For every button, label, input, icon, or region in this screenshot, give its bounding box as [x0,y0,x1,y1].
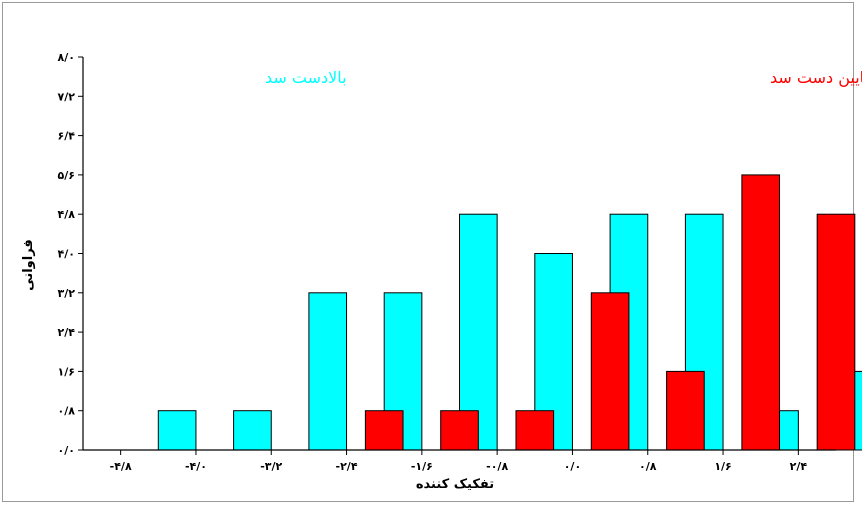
x-tick-label-0: -۴/۸ [110,460,132,473]
downstream-bar-3 [590,292,630,451]
downstream-bar-6 [816,213,856,451]
x-tick-label-6: ۰/۰ [564,460,581,473]
y-tick-label-2: ۱/۶ [58,365,75,378]
y-ticks-layer: ۰/۰ ۰/۸ ۱/۶ ۲/۴ ۳/۲ ۴/۰ ۴/۸ ۵/۶ ۶/۴ ۷/۲ ۸/۰ [58,51,83,457]
x-tick-label-3: -۲/۴ [336,460,358,473]
y-tick-label-5: ۴/۰ [58,248,75,261]
upstream-bar-1 [233,410,272,451]
legend-label-upstream: بالادست سد [265,68,347,87]
downstream-bar-2 [515,410,555,451]
upstream-bar-0 [157,410,197,451]
y-tick-label-3: ۲/۴ [58,326,76,339]
downstream-bar-4 [666,370,705,451]
y-tick-label-8: ۶/۴ [58,130,76,143]
x-tick-label-2: -۳/۲ [260,460,282,473]
y-tick-label-7: ۵/۶ [58,169,75,182]
y-tick-label-4: ۳/۲ [58,287,76,300]
x-ticks-layer: -۴/۸ -۴/۰ -۳/۲ -۲/۴ -۱/۶ -۰/۸ ۰/۰ ۰/۸ ۱/۶ ۲/۴ [110,450,808,473]
y-tick-label-9: ۷/۲ [58,90,76,103]
x-tick-label-5: -۰/۸ [486,460,508,473]
downstream-bar-0 [364,410,404,451]
x-axis-title: تفکیک کننده [416,477,494,492]
y-tick-label-0: ۰/۰ [58,444,75,457]
x-tick-label-8: ۱/۶ [714,460,731,473]
x-tick-label-9: ۲/۴ [790,460,808,473]
x-tick-label-1: -۴/۰ [185,460,207,473]
y-axis-title: فراوانی [21,239,36,291]
downstream-bar-1 [440,410,479,451]
y-tick-label-6: ۴/۸ [58,208,76,221]
bars-layer [157,174,862,451]
y-tick-label-1: ۰/۸ [58,405,76,418]
downstream-bar-5 [741,174,781,451]
upstream-bar-2 [308,292,348,451]
x-tick-label-4: -۱/۶ [411,460,433,473]
x-tick-label-7: ۰/۸ [639,460,657,473]
legend-label-downstream: پایین دست سد [770,68,862,88]
y-tick-label-10: ۸/۰ [58,51,75,64]
